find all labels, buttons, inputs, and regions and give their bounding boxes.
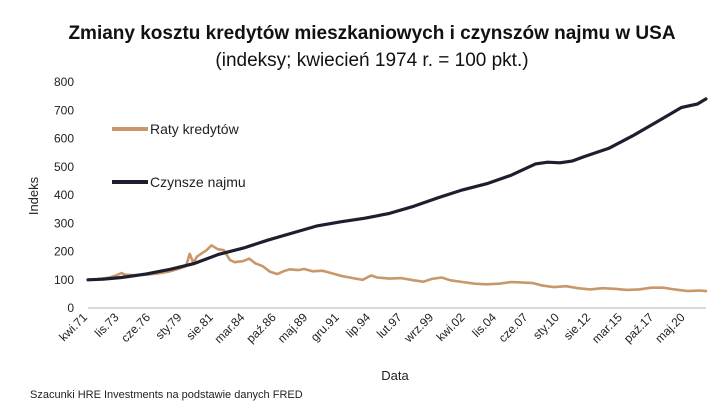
series-line-raty-kredytow: [86, 244, 708, 293]
y-tick-label: 500: [54, 160, 74, 174]
y-tick-label: 400: [54, 188, 74, 202]
y-tick-label: 0: [67, 301, 74, 315]
x-tick-label: maj.20: [652, 310, 688, 346]
legend: Raty kredytów Czynsze najmu: [112, 121, 246, 190]
x-tick-label: paź.86: [243, 310, 279, 346]
x-tick-label: lut.97: [374, 310, 405, 341]
y-tick-label: 300: [54, 216, 74, 230]
x-tick-label: cze.07: [496, 310, 531, 345]
x-tick-label: cze.76: [118, 310, 153, 345]
x-tick-label: kwi.71: [56, 310, 90, 344]
series-layer: [86, 97, 708, 293]
legend-label-raty-kredytow: Raty kredytów: [150, 121, 240, 137]
x-tick-label: maj.89: [275, 310, 311, 346]
legend-label-czynsze-najmu: Czynsze najmu: [150, 174, 246, 190]
y-tick-label: 800: [54, 75, 74, 89]
x-tick-label: paź.17: [621, 310, 657, 346]
x-tick-label: sie.81: [183, 310, 216, 343]
x-tick-label: sty.79: [153, 310, 185, 342]
y-tick-label: 100: [54, 273, 74, 287]
x-tick-label: sie.12: [561, 310, 594, 343]
y-tick-label: 600: [54, 132, 74, 146]
x-axis-label: Data: [381, 368, 409, 383]
chart-title: Zmiany kosztu kredytów mieszkaniowych i …: [68, 23, 675, 44]
x-tick-label: lip.94: [343, 310, 373, 340]
y-tick-label: 700: [54, 103, 74, 117]
y-tick-label: 200: [54, 245, 74, 259]
y-axis: 0 100 200 300 400 500 600 700 800: [54, 75, 74, 315]
source-note: Szacunki HRE Investments na podstawie da…: [30, 389, 303, 401]
x-tick-label: gru.91: [308, 310, 342, 344]
x-tick-label: wrz.99: [401, 310, 437, 346]
x-tick-label: mar.84: [212, 310, 248, 346]
chart-subtitle: (indeksy; kwiecień 1974 r. = 100 pkt.): [215, 50, 528, 71]
y-axis-label: Indeks: [26, 176, 41, 215]
series-line-czynsze-najmu: [86, 97, 708, 282]
x-tick-label: mar.15: [589, 310, 625, 346]
x-tick-label: kwi.02: [434, 310, 468, 344]
x-tick-label: sty.10: [530, 310, 562, 342]
